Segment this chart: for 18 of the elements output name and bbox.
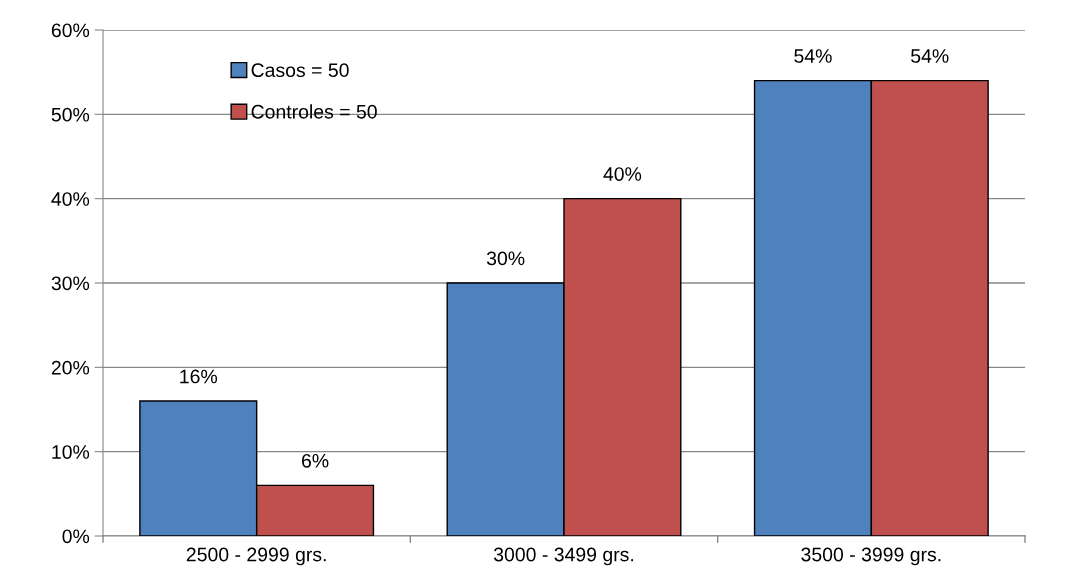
x-tick-label: 2500 - 2999 grs. — [186, 547, 326, 566]
y-tick-label: 0% — [62, 529, 90, 544]
data-label: 54% — [794, 49, 832, 63]
x-tick-label: 3000 - 3499 grs. — [493, 547, 634, 566]
y-tick-label: 50% — [51, 107, 90, 122]
y-tick-label: 30% — [51, 276, 90, 291]
data-label: 16% — [180, 369, 218, 384]
legend-label: Controles = 50 — [251, 104, 377, 119]
data-label: 40% — [603, 167, 642, 181]
y-tick-label: 40% — [51, 192, 90, 206]
y-tick-label: 10% — [52, 445, 90, 459]
x-tick-label: 3500 - 3999 grs. — [801, 547, 941, 566]
data-label: 30% — [486, 251, 525, 266]
data-label: 54% — [911, 49, 949, 63]
y-tick-label: 20% — [51, 360, 90, 375]
data-label: 6% — [302, 453, 329, 468]
y-tick-label: 60% — [51, 23, 90, 38]
legend-label: Casos = 50 — [251, 63, 349, 78]
